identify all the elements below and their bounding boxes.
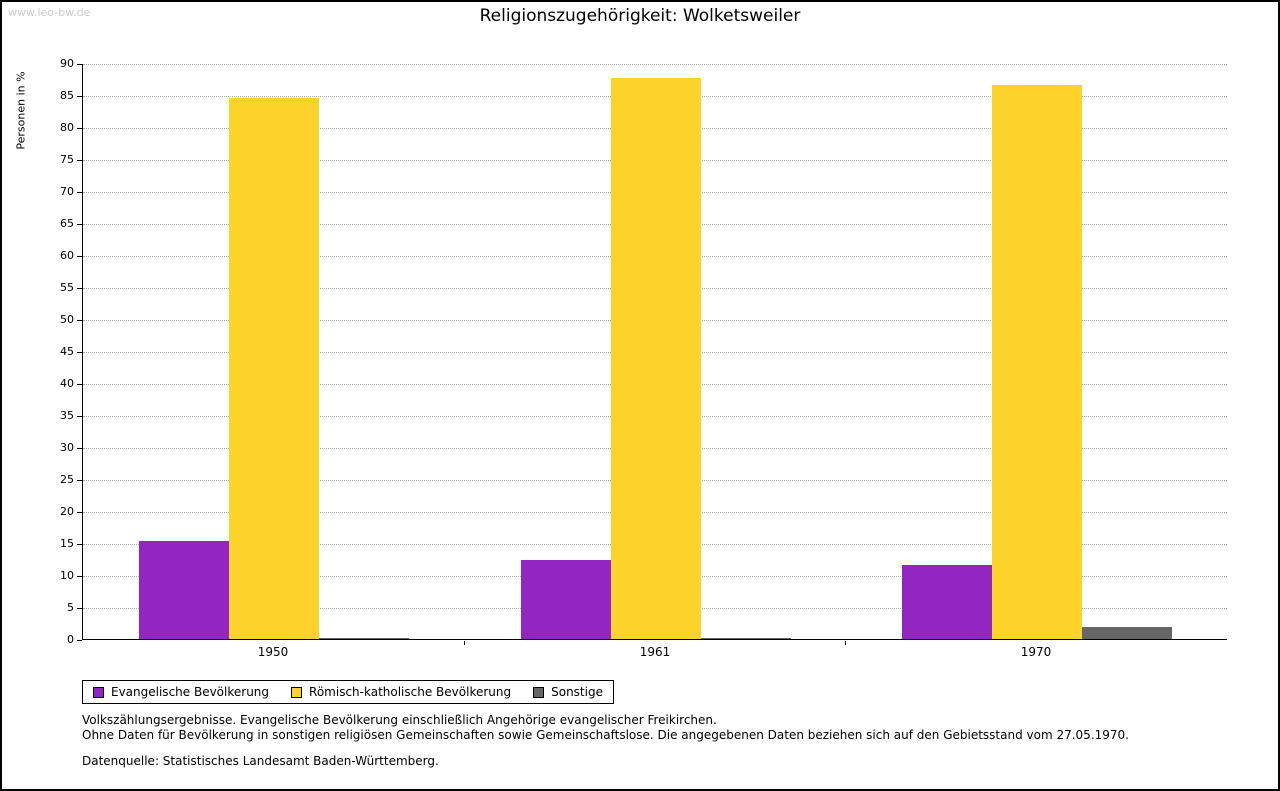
- x-axis-tick: [464, 641, 465, 645]
- bar: [229, 98, 319, 639]
- y-tick-label: 85: [60, 89, 74, 102]
- y-axis-tick: [77, 384, 82, 385]
- y-tick-label: 50: [60, 313, 74, 326]
- y-axis-tick: [77, 256, 82, 257]
- footnote-line2: Ohne Daten für Bevölkerung in sonstigen …: [82, 728, 1129, 742]
- gridline: [83, 64, 1227, 65]
- y-axis-tick: [77, 64, 82, 65]
- y-axis-tick: [77, 160, 82, 161]
- y-axis-tick: [77, 512, 82, 513]
- legend-label: Evangelische Bevölkerung: [111, 685, 270, 699]
- y-tick-label: 25: [60, 473, 74, 486]
- legend: Evangelische Bevölkerung Römisch-katholis…: [82, 680, 614, 704]
- footnote-line1: Volkszählungsergebnisse. Evangelische Be…: [82, 713, 717, 727]
- bar: [902, 565, 992, 639]
- y-tick-label: 80: [60, 121, 74, 134]
- footnote-source: Datenquelle: Statistisches Landesamt Bad…: [82, 754, 439, 768]
- y-tick-label: 60: [60, 249, 74, 262]
- x-tick-label: 1970: [1020, 645, 1052, 659]
- bar: [1082, 627, 1172, 639]
- y-tick-label: 75: [60, 153, 74, 166]
- y-tick-label: 45: [60, 345, 74, 358]
- x-tick-label: 1961: [639, 645, 671, 659]
- y-axis-tick: [77, 320, 82, 321]
- legend-swatch: [533, 686, 545, 698]
- y-axis-tick: [77, 576, 82, 577]
- y-axis-tick: [77, 224, 82, 225]
- y-axis-tick: [77, 640, 82, 641]
- y-axis-tick: [77, 448, 82, 449]
- y-axis-tick: [77, 192, 82, 193]
- bar: [319, 638, 409, 639]
- y-axis-tick: [77, 480, 82, 481]
- bar: [521, 560, 611, 639]
- legend-item: Römisch-katholische Bevölkerung: [291, 685, 511, 699]
- y-axis-tick: [77, 288, 82, 289]
- bar: [701, 638, 791, 639]
- y-axis-tick: [77, 608, 82, 609]
- chart-title: Religionszugehörigkeit: Wolketsweiler: [479, 6, 801, 26]
- y-tick-label: 35: [60, 409, 74, 422]
- plot-area: [82, 64, 1227, 640]
- x-tick-label: 1950: [257, 645, 289, 659]
- y-axis-tick: [77, 544, 82, 545]
- y-tick-label: 65: [60, 217, 74, 230]
- legend-item: Sonstige: [533, 685, 603, 699]
- y-axis-tick: [77, 128, 82, 129]
- y-tick-label: 20: [60, 505, 74, 518]
- legend-swatch: [93, 686, 104, 698]
- legend-label: Sonstige: [551, 685, 603, 699]
- y-axis-tick: [77, 416, 82, 417]
- y-tick-label: 30: [60, 441, 74, 454]
- y-tick-label: 10: [60, 569, 74, 582]
- bar: [139, 541, 229, 639]
- y-tick-label: 40: [60, 377, 74, 390]
- legend-swatch: [291, 686, 303, 698]
- y-axis-label: Personen in %: [14, 71, 28, 150]
- y-axis-tick: [77, 96, 82, 97]
- y-tick-label: 90: [60, 57, 74, 70]
- legend-item: Evangelische Bevölkerung: [93, 685, 269, 699]
- watermark: www.leo-bw.de: [8, 6, 91, 19]
- y-tick-label: 70: [60, 185, 74, 198]
- x-axis-tick: [845, 641, 846, 645]
- y-tick-label: 55: [60, 281, 74, 294]
- footnotes: Volkszählungsergebnisse. Evangelische Be…: [82, 713, 1129, 769]
- bar: [992, 85, 1082, 639]
- legend-label: Römisch-katholische Bevölkerung: [309, 685, 512, 699]
- y-tick-label: 5: [67, 601, 74, 614]
- bar: [611, 78, 701, 639]
- y-tick-label: 0: [67, 633, 74, 646]
- y-axis-tick: [77, 352, 82, 353]
- y-tick-label: 15: [60, 537, 74, 550]
